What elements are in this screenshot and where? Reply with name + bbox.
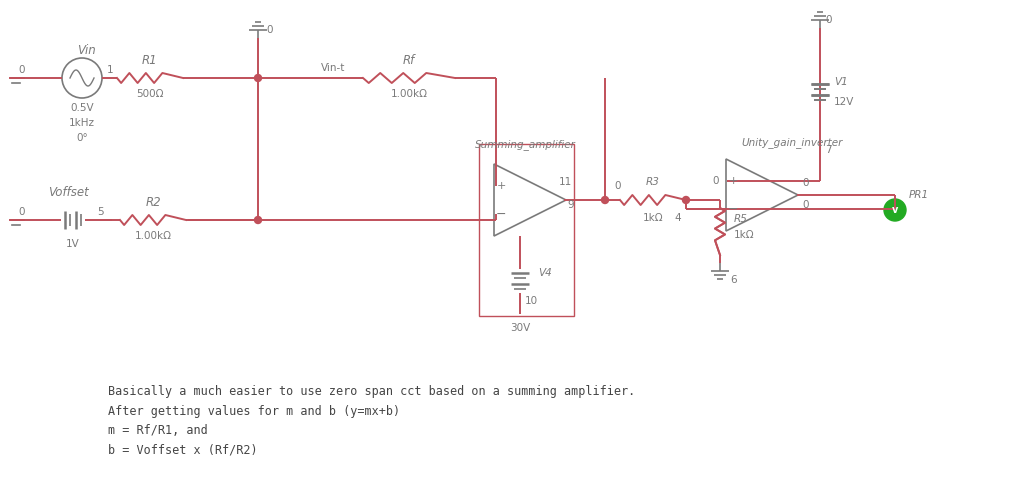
Text: 1.00kΩ: 1.00kΩ — [134, 231, 171, 241]
Text: R2: R2 — [145, 196, 161, 208]
Text: R3: R3 — [646, 177, 659, 187]
Text: 9: 9 — [567, 200, 573, 210]
Text: 1: 1 — [106, 65, 114, 75]
Text: 500Ω: 500Ω — [136, 89, 164, 99]
Text: 12V: 12V — [834, 97, 854, 107]
Text: Vin: Vin — [77, 44, 96, 56]
Text: R5: R5 — [734, 214, 748, 224]
Circle shape — [884, 199, 906, 221]
Text: 4: 4 — [675, 213, 681, 223]
Text: V4: V4 — [538, 268, 552, 278]
Text: +: + — [497, 181, 506, 191]
Text: 1kΩ: 1kΩ — [734, 230, 755, 240]
Text: 0: 0 — [614, 181, 621, 191]
Text: 11: 11 — [559, 177, 572, 187]
Text: 6: 6 — [730, 275, 736, 285]
Text: 10: 10 — [525, 296, 539, 306]
Text: v: v — [892, 205, 898, 215]
Text: Unity_gain_inverter: Unity_gain_inverter — [741, 138, 843, 148]
Circle shape — [601, 197, 608, 203]
Text: 0: 0 — [825, 15, 831, 25]
Text: 0: 0 — [802, 178, 809, 188]
Text: 0°: 0° — [76, 133, 88, 143]
Text: 0: 0 — [18, 65, 25, 75]
Text: Voffset: Voffset — [48, 186, 88, 198]
Circle shape — [255, 216, 261, 224]
Text: V1: V1 — [834, 77, 848, 87]
Text: 0.5V: 0.5V — [71, 103, 94, 113]
Text: 30V: 30V — [510, 323, 530, 333]
Text: PR1: PR1 — [909, 190, 929, 200]
Text: −: − — [496, 207, 506, 220]
Text: 0: 0 — [18, 207, 25, 217]
Text: Basically a much easier to use zero span cct based on a summing amplifier.
After: Basically a much easier to use zero span… — [108, 385, 635, 456]
Text: 1V: 1V — [67, 239, 80, 249]
Text: Rf: Rf — [402, 53, 415, 66]
Circle shape — [255, 75, 261, 82]
Text: −: − — [728, 202, 738, 215]
Text: +: + — [728, 176, 737, 186]
Circle shape — [683, 197, 689, 203]
Text: 0: 0 — [802, 200, 809, 210]
Text: 5: 5 — [97, 207, 103, 217]
Text: 7: 7 — [825, 145, 831, 155]
Text: 0: 0 — [266, 25, 272, 35]
Text: 1kΩ: 1kΩ — [643, 213, 664, 223]
Text: 1kHz: 1kHz — [69, 118, 95, 128]
Bar — [479, 144, 574, 316]
Text: R1: R1 — [142, 53, 158, 66]
Text: Summing_amplifier: Summing_amplifier — [474, 140, 575, 150]
Text: Vin-t: Vin-t — [321, 63, 345, 73]
Text: 0: 0 — [713, 176, 719, 186]
Text: 1.00kΩ: 1.00kΩ — [390, 89, 427, 99]
